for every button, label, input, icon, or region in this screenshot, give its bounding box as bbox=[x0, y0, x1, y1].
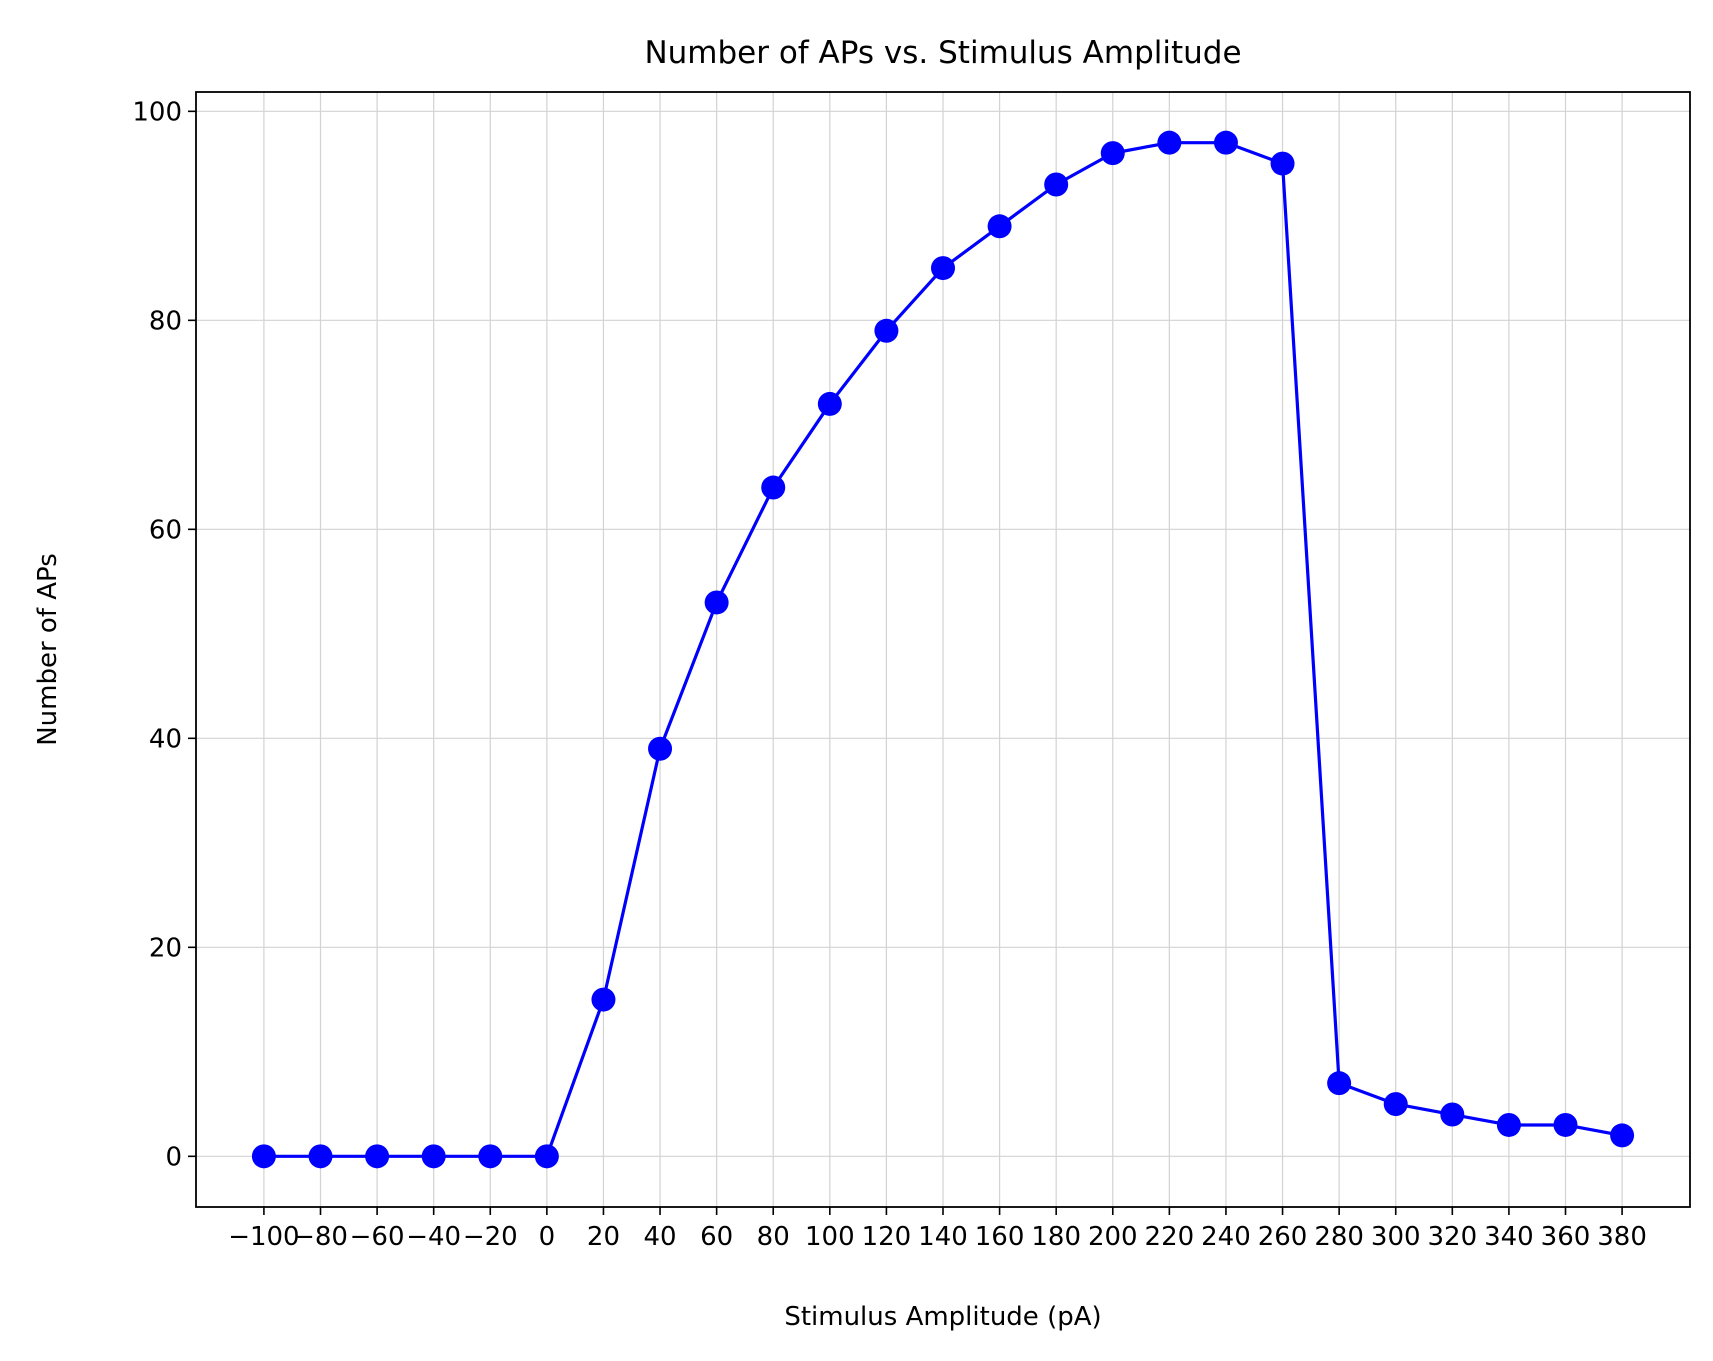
data-point bbox=[1157, 130, 1182, 155]
y-tick-label: 40 bbox=[149, 724, 182, 754]
series-layer bbox=[251, 130, 1635, 1169]
x-tick-label: −60 bbox=[350, 1222, 405, 1252]
x-tick-label: 260 bbox=[1258, 1222, 1308, 1252]
chart-title: Number of APs vs. Stimulus Amplitude bbox=[644, 35, 1241, 71]
data-point bbox=[648, 736, 673, 761]
data-point bbox=[1553, 1112, 1578, 1137]
data-point bbox=[761, 475, 786, 500]
x-tick-label: 320 bbox=[1427, 1222, 1477, 1252]
x-tick-label: 20 bbox=[587, 1222, 620, 1252]
y-tick-label: 0 bbox=[165, 1142, 182, 1172]
data-point bbox=[478, 1144, 503, 1169]
data-point bbox=[421, 1144, 446, 1169]
x-tick-label: 40 bbox=[643, 1222, 676, 1252]
x-tick-label: 200 bbox=[1088, 1222, 1138, 1252]
data-point bbox=[1440, 1102, 1465, 1127]
x-tick-label: −80 bbox=[293, 1222, 348, 1252]
data-point bbox=[591, 987, 616, 1012]
data-point bbox=[1270, 151, 1295, 176]
data-point bbox=[817, 391, 842, 416]
data-point bbox=[365, 1144, 390, 1169]
x-tick-label: 360 bbox=[1541, 1222, 1591, 1252]
data-point bbox=[987, 214, 1012, 239]
x-axis-ticks: −100−80 −60 −40 −20 0 20 40 60 80 100 120 140 160 180… bbox=[228, 1207, 1647, 1252]
x-tick-label: 380 bbox=[1597, 1222, 1647, 1252]
x-tick-label: 340 bbox=[1484, 1222, 1534, 1252]
data-point bbox=[931, 256, 955, 281]
grid bbox=[196, 92, 1690, 1207]
data-point bbox=[251, 1144, 276, 1169]
x-tick-label: 180 bbox=[1031, 1222, 1081, 1252]
data-point bbox=[1383, 1092, 1408, 1117]
data-point bbox=[534, 1144, 559, 1169]
x-axis-label: Stimulus Amplitude (pA) bbox=[784, 1302, 1101, 1332]
x-tick-label: 100 bbox=[805, 1222, 855, 1252]
x-tick-label: 160 bbox=[975, 1222, 1025, 1252]
y-tick-label: 80 bbox=[149, 306, 182, 336]
y-tick-label: 60 bbox=[149, 515, 182, 545]
x-tick-label: 240 bbox=[1201, 1222, 1251, 1252]
data-point bbox=[704, 590, 729, 615]
y-tick-label: 20 bbox=[149, 933, 182, 963]
data-point bbox=[874, 318, 899, 343]
y-axis-ticks: 0 20 40 60 80 100 bbox=[132, 97, 196, 1172]
x-tick-label: 300 bbox=[1371, 1222, 1421, 1252]
x-tick-label: 140 bbox=[918, 1222, 968, 1252]
x-tick-label: 120 bbox=[862, 1222, 912, 1252]
x-tick-label: −20 bbox=[463, 1222, 518, 1252]
data-point bbox=[1610, 1123, 1635, 1148]
x-tick-label: 280 bbox=[1314, 1222, 1364, 1252]
x-tick-label: 80 bbox=[757, 1222, 790, 1252]
data-point bbox=[1100, 141, 1125, 166]
data-point bbox=[308, 1144, 333, 1169]
x-tick-label: −100 bbox=[228, 1222, 299, 1252]
data-point bbox=[1213, 130, 1238, 155]
data-point bbox=[1496, 1112, 1521, 1137]
data-point bbox=[1044, 172, 1069, 197]
x-tick-label: −40 bbox=[406, 1222, 461, 1252]
x-tick-label: 60 bbox=[700, 1222, 733, 1252]
data-point bbox=[1327, 1071, 1352, 1096]
y-axis-label: Number of APs bbox=[33, 553, 63, 746]
x-tick-label: 220 bbox=[1145, 1222, 1195, 1252]
x-tick-label: 0 bbox=[539, 1222, 556, 1252]
y-tick-label: 100 bbox=[132, 97, 182, 127]
